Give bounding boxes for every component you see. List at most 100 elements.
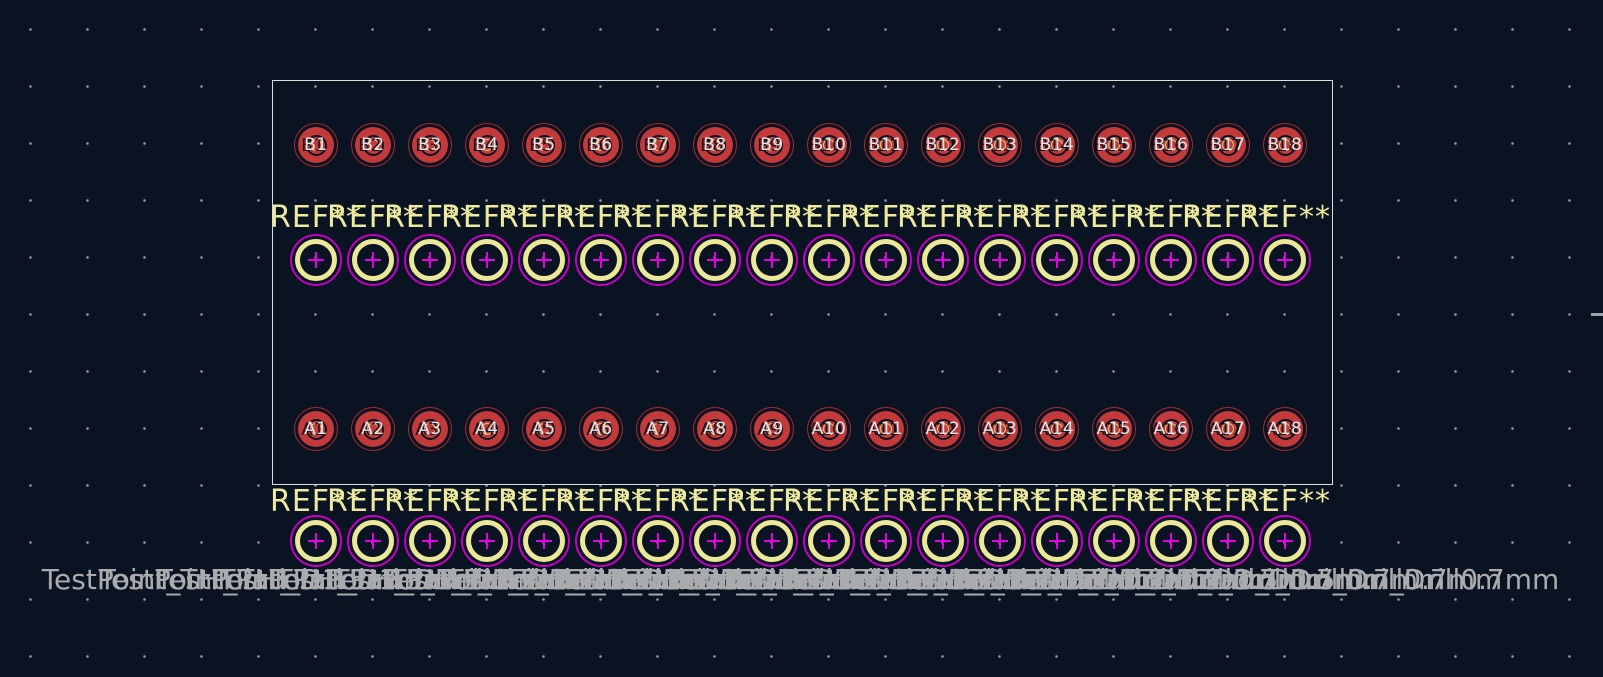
testpoint-pad[interactable] bbox=[860, 234, 912, 286]
testpoint-ref-label[interactable]: REF** bbox=[1124, 200, 1218, 235]
testpoint-pad[interactable] bbox=[746, 515, 798, 567]
testpoint-ref-label[interactable]: REF** bbox=[269, 484, 363, 519]
testpoint-pad[interactable] bbox=[860, 515, 912, 567]
pad-A8[interactable]: A8 bbox=[693, 407, 737, 451]
testpoint-pad[interactable] bbox=[974, 515, 1026, 567]
testpoint-ref-label[interactable]: REF** bbox=[1067, 484, 1161, 519]
testpoint-pad[interactable] bbox=[290, 234, 342, 286]
testpoint-pad[interactable] bbox=[1088, 234, 1140, 286]
testpoint-ref-label[interactable]: REF** bbox=[839, 484, 933, 519]
testpoint-ref-label[interactable]: REF** bbox=[725, 200, 819, 235]
pad-B13[interactable]: B13 bbox=[978, 123, 1022, 167]
pad-B18[interactable]: B18 bbox=[1263, 123, 1307, 167]
testpoint-pad[interactable] bbox=[803, 515, 855, 567]
pad-B12[interactable]: B12 bbox=[921, 123, 965, 167]
pad-A10[interactable]: A10 bbox=[807, 407, 851, 451]
testpoint-pad[interactable] bbox=[1088, 515, 1140, 567]
testpoint-pad[interactable] bbox=[1031, 234, 1083, 286]
testpoint-ref-label[interactable]: REF** bbox=[440, 200, 534, 235]
pad-A14[interactable]: A14 bbox=[1035, 407, 1079, 451]
pad-B4[interactable]: B4 bbox=[465, 123, 509, 167]
testpoint-ref-label[interactable]: REF** bbox=[953, 484, 1047, 519]
testpoint-ref-label[interactable]: REF** bbox=[896, 484, 990, 519]
testpoint-pad[interactable] bbox=[290, 515, 342, 567]
pad-A3[interactable]: A3 bbox=[408, 407, 452, 451]
pad-A16[interactable]: A16 bbox=[1149, 407, 1193, 451]
testpoint-value-label[interactable]: TestPoint_THTPad_D1.5mm_Drill0.7mm bbox=[782, 563, 1332, 596]
testpoint-value-label[interactable]: TestPoint_THTPad_D1.5mm_Drill0.7mm bbox=[41, 563, 591, 596]
testpoint-pad[interactable] bbox=[575, 234, 627, 286]
testpoint-value-label[interactable]: TestPoint_THTPad_D1.5mm_Drill0.7mm bbox=[1010, 563, 1560, 596]
testpoint-value-label[interactable]: TestPoint_THTPad_D1.5mm_Drill0.7mm bbox=[440, 563, 990, 596]
testpoint-pad[interactable] bbox=[689, 515, 741, 567]
pad-B17[interactable]: B17 bbox=[1206, 123, 1250, 167]
testpoint-ref-label[interactable]: REF** bbox=[383, 484, 477, 519]
testpoint-pad[interactable] bbox=[461, 515, 513, 567]
pad-B16[interactable]: B16 bbox=[1149, 123, 1193, 167]
testpoint-value-label[interactable]: TestPoint_THTPad_D1.5mm_Drill0.7mm bbox=[155, 563, 705, 596]
testpoint-pad[interactable] bbox=[974, 234, 1026, 286]
testpoint-pad[interactable] bbox=[917, 234, 969, 286]
pad-B1[interactable]: B1 bbox=[294, 123, 338, 167]
pad-A9[interactable]: A9 bbox=[750, 407, 794, 451]
testpoint-pad[interactable] bbox=[404, 234, 456, 286]
testpoint-pad[interactable] bbox=[917, 515, 969, 567]
testpoint-ref-label[interactable]: REF** bbox=[1010, 484, 1104, 519]
testpoint-pad[interactable] bbox=[1259, 234, 1311, 286]
pad-B3[interactable]: B3 bbox=[408, 123, 452, 167]
testpoint-ref-label[interactable]: REF** bbox=[782, 484, 876, 519]
testpoint-ref-label[interactable]: REF** bbox=[1067, 200, 1161, 235]
testpoint-pad[interactable] bbox=[404, 515, 456, 567]
testpoint-ref-label[interactable]: REF** bbox=[668, 200, 762, 235]
pad-A4[interactable]: A4 bbox=[465, 407, 509, 451]
testpoint-ref-label[interactable]: REF** bbox=[497, 484, 591, 519]
testpoint-pad[interactable] bbox=[803, 234, 855, 286]
testpoint-value-label[interactable]: TestPoint_THTPad_D1.5mm_Drill0.7mm bbox=[725, 563, 1275, 596]
testpoint-pad[interactable] bbox=[1259, 515, 1311, 567]
testpoint-ref-label[interactable]: REF** bbox=[440, 484, 534, 519]
pad-A5[interactable]: A5 bbox=[522, 407, 566, 451]
testpoint-pad[interactable] bbox=[518, 515, 570, 567]
pad-A6[interactable]: A6 bbox=[579, 407, 623, 451]
testpoint-value-label[interactable]: TestPoint_THTPad_D1.5mm_Drill0.7mm bbox=[668, 563, 1218, 596]
pad-B15[interactable]: B15 bbox=[1092, 123, 1136, 167]
testpoint-value-label[interactable]: TestPoint_THTPad_D1.5mm_Drill0.7mm bbox=[497, 563, 1047, 596]
testpoint-value-label[interactable]: TestPoint_THTPad_D1.5mm_Drill0.7mm bbox=[383, 563, 933, 596]
pad-B2[interactable]: B2 bbox=[351, 123, 395, 167]
testpoint-value-label[interactable]: TestPoint_THTPad_D1.5mm_Drill0.7mm bbox=[269, 563, 819, 596]
pad-B11[interactable]: B11 bbox=[864, 123, 908, 167]
testpoint-ref-label[interactable]: REF** bbox=[554, 484, 648, 519]
pad-A12[interactable]: A12 bbox=[921, 407, 965, 451]
testpoint-ref-label[interactable]: REF** bbox=[326, 200, 420, 235]
testpoint-pad[interactable] bbox=[347, 234, 399, 286]
pad-A2[interactable]: A2 bbox=[351, 407, 395, 451]
testpoint-value-label[interactable]: TestPoint_THTPad_D1.5mm_Drill0.7mm bbox=[326, 563, 876, 596]
testpoint-value-label[interactable]: TestPoint_THTPad_D1.5mm_Drill0.7mm bbox=[896, 563, 1446, 596]
testpoint-pad[interactable] bbox=[1202, 234, 1254, 286]
connector-outline[interactable] bbox=[272, 80, 1333, 485]
testpoint-value-label[interactable]: TestPoint_THTPad_D1.5mm_Drill0.7mm bbox=[554, 563, 1104, 596]
testpoint-ref-label[interactable]: REF** bbox=[668, 484, 762, 519]
pad-B14[interactable]: B14 bbox=[1035, 123, 1079, 167]
testpoint-ref-label[interactable]: REF** bbox=[554, 200, 648, 235]
testpoint-pad[interactable] bbox=[1145, 515, 1197, 567]
pad-A13[interactable]: A13 bbox=[978, 407, 1022, 451]
pad-A1[interactable]: A1 bbox=[294, 407, 338, 451]
pad-B9[interactable]: B9 bbox=[750, 123, 794, 167]
testpoint-ref-label[interactable]: REF** bbox=[1181, 200, 1275, 235]
testpoint-pad[interactable] bbox=[632, 515, 684, 567]
testpoint-ref-label[interactable]: REF** bbox=[725, 484, 819, 519]
testpoint-ref-label[interactable]: REF** bbox=[326, 484, 420, 519]
testpoint-ref-label[interactable]: REF** bbox=[839, 200, 933, 235]
testpoint-pad[interactable] bbox=[1202, 515, 1254, 567]
testpoint-pad[interactable] bbox=[746, 234, 798, 286]
pad-A15[interactable]: A15 bbox=[1092, 407, 1136, 451]
pad-A18[interactable]: A18 bbox=[1263, 407, 1307, 451]
testpoint-ref-label[interactable]: REF** bbox=[1124, 484, 1218, 519]
testpoint-value-label[interactable]: TestPoint_THTPad_D1.5mm_Drill0.7mm bbox=[212, 563, 762, 596]
pad-B7[interactable]: B7 bbox=[636, 123, 680, 167]
testpoint-value-label[interactable]: TestPoint_THTPad_D1.5mm_Drill0.7mm bbox=[953, 563, 1503, 596]
pad-B10[interactable]: B10 bbox=[807, 123, 851, 167]
testpoint-ref-label[interactable]: REF** bbox=[611, 200, 705, 235]
pad-B6[interactable]: B6 bbox=[579, 123, 623, 167]
